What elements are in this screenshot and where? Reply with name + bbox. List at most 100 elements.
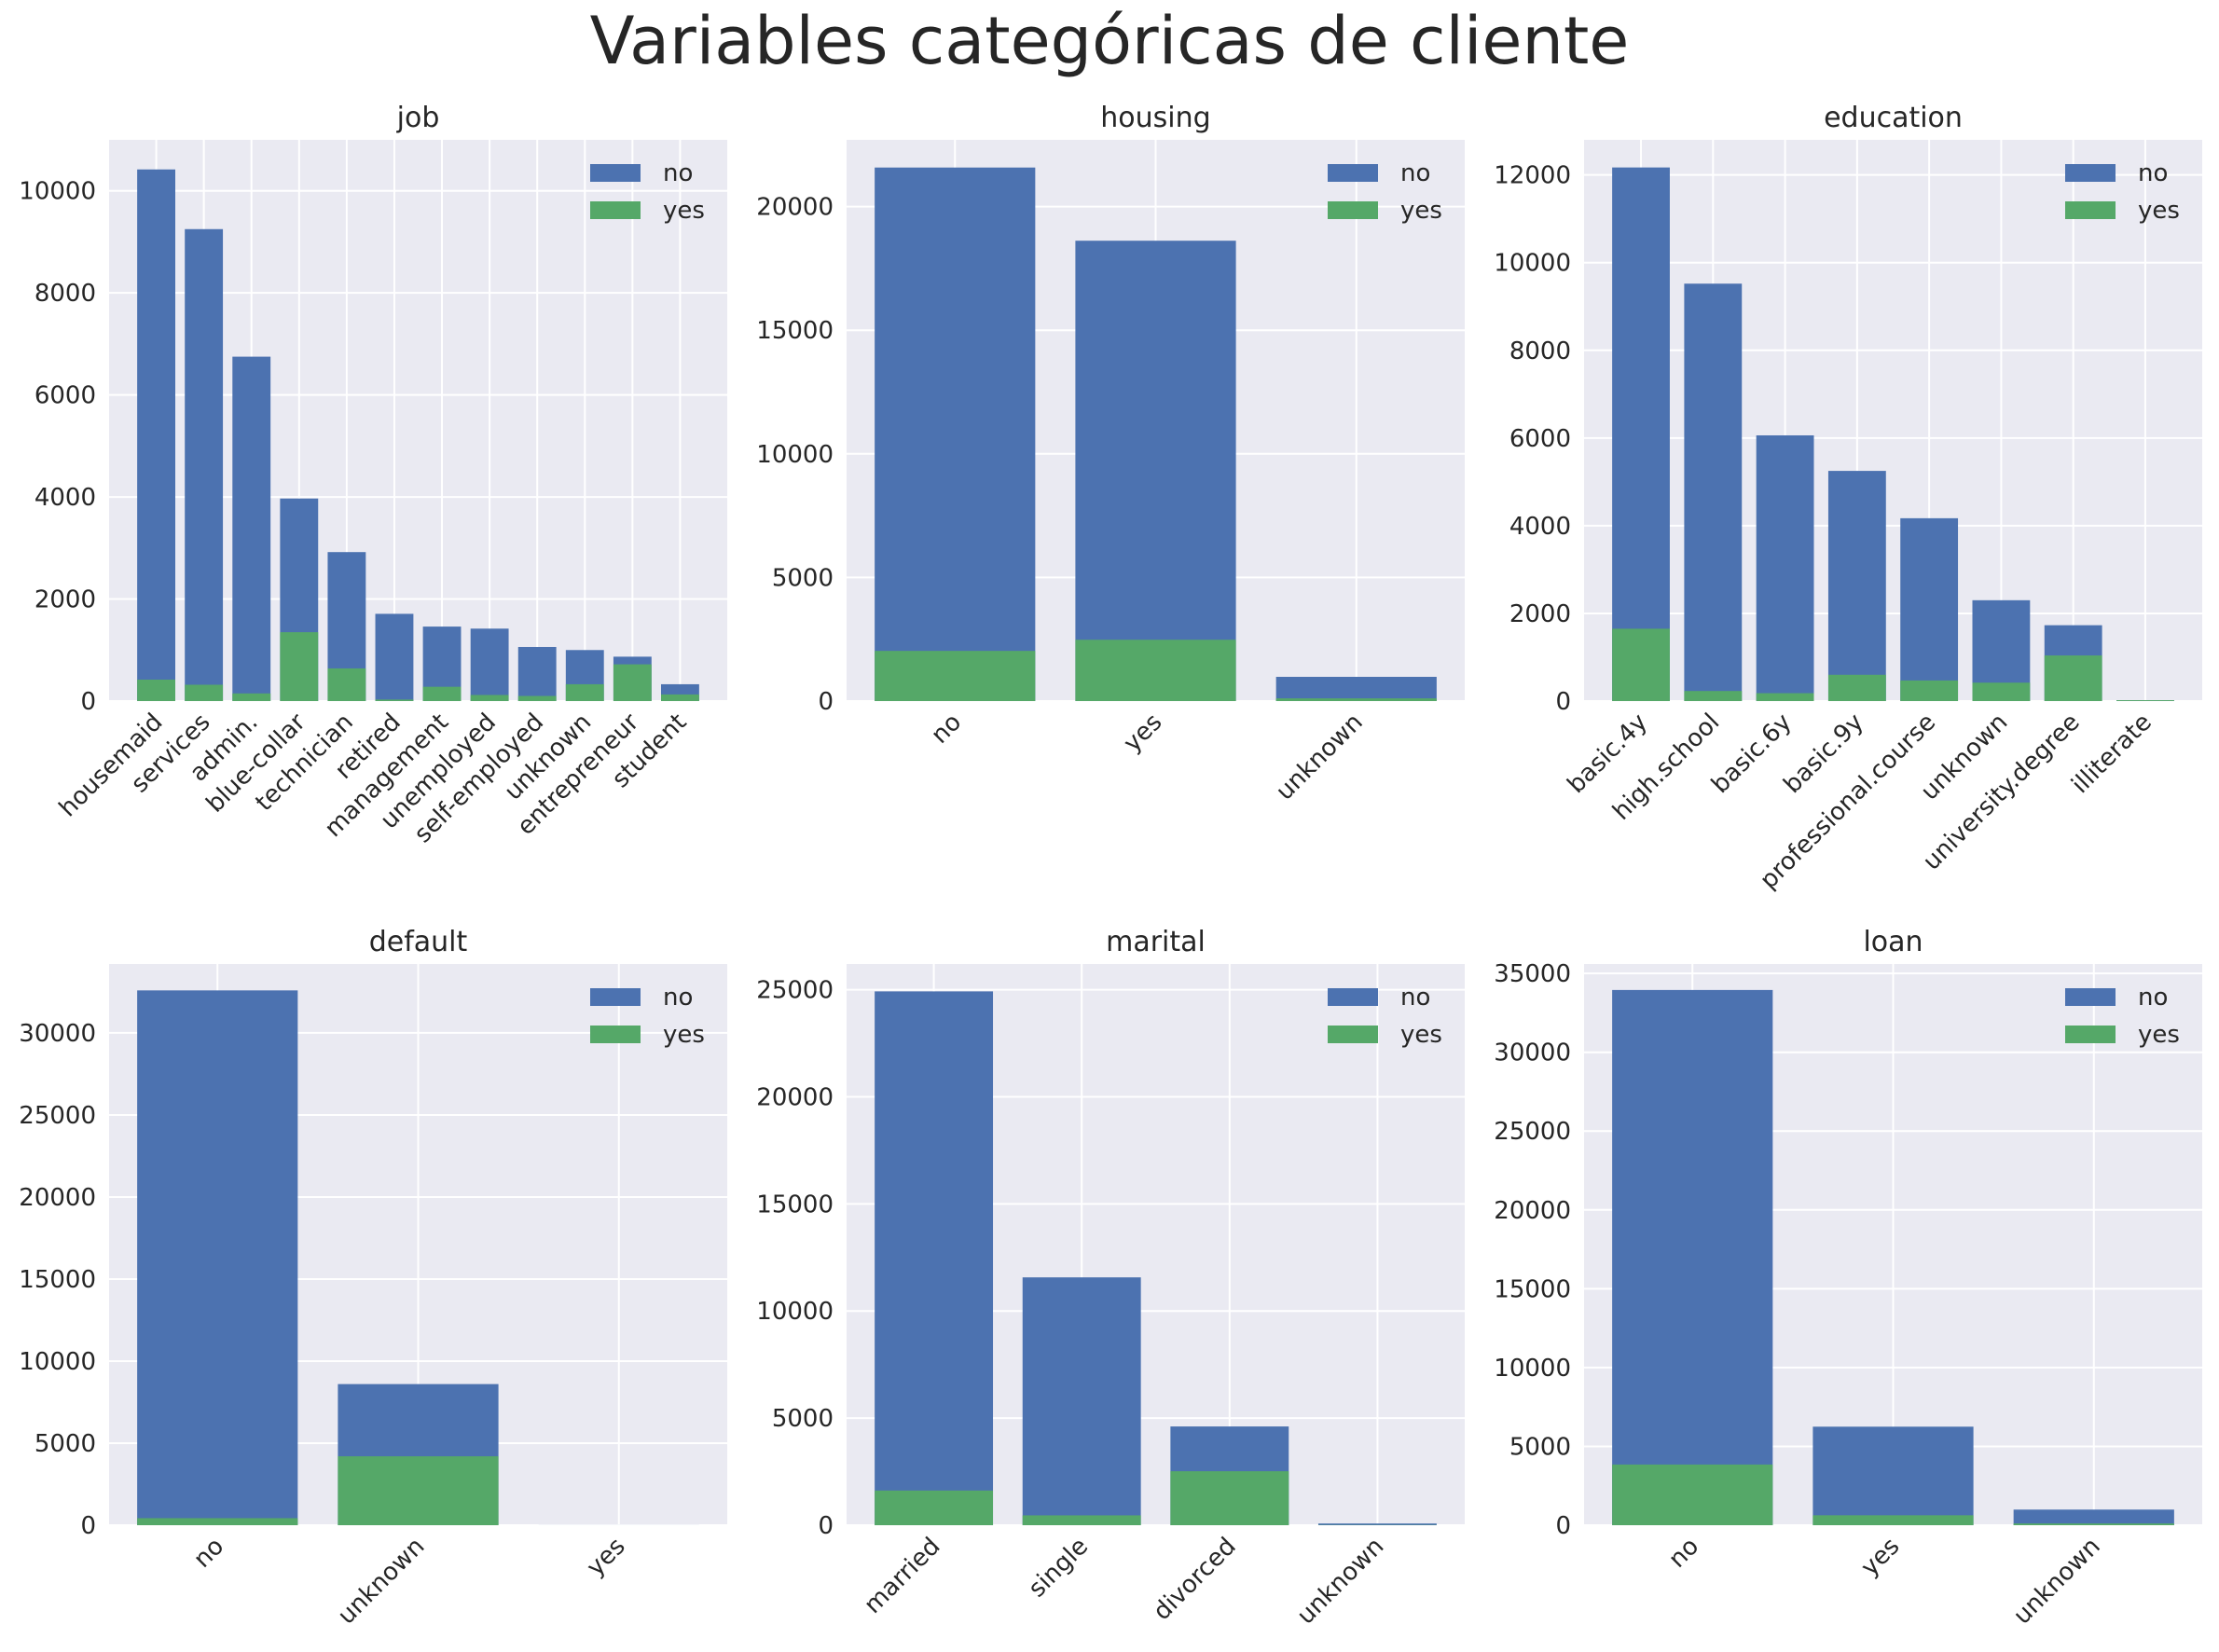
- bar-yes-management: [422, 686, 462, 701]
- subplot-title: marital: [1106, 926, 1206, 958]
- subplot-title: housing: [1100, 102, 1210, 134]
- y-tick-label: 5000: [772, 564, 834, 592]
- x-tick-label: yes: [1855, 1533, 1905, 1582]
- legend-swatch-yes: [2065, 1026, 2116, 1043]
- legend-label-yes: yes: [1400, 197, 1442, 225]
- bar-yes-basic-6y: [1756, 693, 1814, 701]
- bar-yes-no: [875, 651, 1036, 701]
- bar-no-unemployed: [470, 628, 509, 701]
- y-tick-label: 10000: [19, 1348, 96, 1376]
- y-tick-label: 20000: [756, 1083, 834, 1111]
- bar-no-unknown: [1275, 677, 1437, 701]
- y-tick-label: 0: [80, 688, 96, 716]
- legend-swatch-no: [2065, 164, 2116, 182]
- legend-label-no: no: [1400, 159, 1430, 187]
- x-tick-label: yes: [1118, 709, 1167, 758]
- bar-no-basic-6y: [1756, 434, 1814, 701]
- bar-yes-self-employed: [517, 695, 557, 701]
- x-tick-label: single: [1023, 1533, 1094, 1604]
- y-tick-label: 2000: [1509, 600, 1571, 628]
- bar-no-no: [875, 167, 1036, 701]
- legend-label-yes: yes: [663, 197, 705, 225]
- y-tick-label: 8000: [34, 280, 96, 308]
- bar-no-professional-course: [1900, 517, 1959, 701]
- legend: no yes: [1328, 984, 1442, 1049]
- legend-swatch-yes: [1328, 1026, 1378, 1043]
- subplot-title: job: [396, 102, 440, 134]
- bar-no-no: [137, 990, 298, 1525]
- bar-yes-technician: [327, 668, 366, 701]
- x-tick-label: unknown: [333, 1533, 431, 1631]
- y-tick-label: 10000: [756, 441, 834, 469]
- bar-yes-university-degree: [2044, 655, 2102, 701]
- bar-no-yes: [1812, 1426, 1974, 1525]
- y-tick-label: 10000: [756, 1298, 834, 1326]
- bar-no-self-employed: [517, 646, 557, 701]
- subplot-job: job0200040006000800010000housemaidservic…: [19, 102, 727, 848]
- bar-yes-yes: [1075, 640, 1236, 701]
- y-tick-label: 20000: [756, 194, 834, 222]
- bar-yes-unknown: [338, 1456, 499, 1525]
- legend: no yes: [590, 984, 705, 1049]
- bar-yes-unemployed: [470, 695, 509, 701]
- y-tick-label: 2000: [34, 586, 96, 614]
- x-tick-label: married: [859, 1533, 945, 1619]
- y-tick-label: 4000: [34, 484, 96, 512]
- y-tick-label: 5000: [772, 1405, 834, 1433]
- y-tick-label: 15000: [19, 1266, 96, 1294]
- y-tick-label: 8000: [1509, 337, 1571, 365]
- legend-label-yes: yes: [2138, 1021, 2180, 1049]
- legend-swatch-yes: [590, 201, 641, 219]
- subplot-marital: marital 0 5000 10000 15000 20000 25000 married s…: [756, 926, 1465, 1630]
- bar-no-retired: [375, 613, 414, 701]
- y-tick-label: 30000: [19, 1020, 96, 1048]
- legend-label-no: no: [2138, 159, 2168, 187]
- y-tick-label: 6000: [1509, 425, 1571, 453]
- figure-suptitle: Variables categóricas de cliente: [590, 3, 1630, 79]
- x-tick-label: no: [1663, 1533, 1704, 1574]
- x-tick-label: yes: [582, 1533, 631, 1582]
- y-tick-label: 0: [818, 1512, 834, 1540]
- bar-no-basic-9y: [1827, 471, 1886, 701]
- x-tick-label: unknown: [1292, 1533, 1390, 1631]
- y-tick-label: 10000: [1494, 1355, 1571, 1383]
- subplot-loan: loan 0 5000 10000 15000 20000 25000 30000 35000 n…: [1494, 926, 2202, 1630]
- bar-no-housemaid: [137, 169, 175, 701]
- bar-no-no: [1612, 989, 1773, 1525]
- subplot-housing: housing 0 5000 10000 15000 20000 no yes unknown n…: [756, 102, 1465, 805]
- bar-no-yes: [1075, 241, 1236, 701]
- y-tick-label: 15000: [756, 1191, 834, 1218]
- bar-yes-unknown: [1275, 698, 1437, 701]
- bar-yes-single: [1022, 1515, 1141, 1525]
- x-tick-label: divorced: [1148, 1533, 1241, 1626]
- legend-swatch-no: [590, 988, 641, 1006]
- bar-no-basic-4y: [1612, 167, 1670, 701]
- legend-label-no: no: [663, 159, 693, 187]
- bar-yes-retired: [375, 699, 414, 701]
- x-tick-label: unknown: [1271, 709, 1369, 806]
- legend: no yes: [1328, 159, 1442, 225]
- y-tick-label: 25000: [756, 977, 834, 1005]
- bar-yes-no: [137, 1518, 298, 1525]
- y-tick-label: 10000: [19, 178, 96, 206]
- bar-yes-professional-course: [1900, 680, 1959, 701]
- subplot-education: education020004000600080001000012000basi…: [1494, 102, 2202, 895]
- x-tick-label: no: [926, 709, 967, 750]
- legend-label-yes: yes: [2138, 197, 2180, 225]
- subplot-title: loan: [1863, 926, 1923, 958]
- legend-label-yes: yes: [663, 1021, 705, 1049]
- y-tick-label: 10000: [1494, 250, 1571, 278]
- legend-swatch-no: [590, 164, 641, 182]
- y-tick-label: 25000: [1494, 1118, 1571, 1146]
- y-tick-label: 35000: [1494, 960, 1571, 988]
- y-tick-label: 30000: [1494, 1039, 1571, 1067]
- x-tick-label: illiterate: [2066, 709, 2157, 800]
- y-tick-label: 20000: [19, 1184, 96, 1212]
- legend: no yes: [2065, 984, 2180, 1049]
- legend-swatch-yes: [590, 1026, 641, 1043]
- legend: no yes: [2065, 159, 2180, 225]
- legend-label-no: no: [2138, 984, 2168, 1012]
- bar-yes-high-school: [1684, 691, 1743, 701]
- bar-yes-blue-collar: [280, 632, 319, 701]
